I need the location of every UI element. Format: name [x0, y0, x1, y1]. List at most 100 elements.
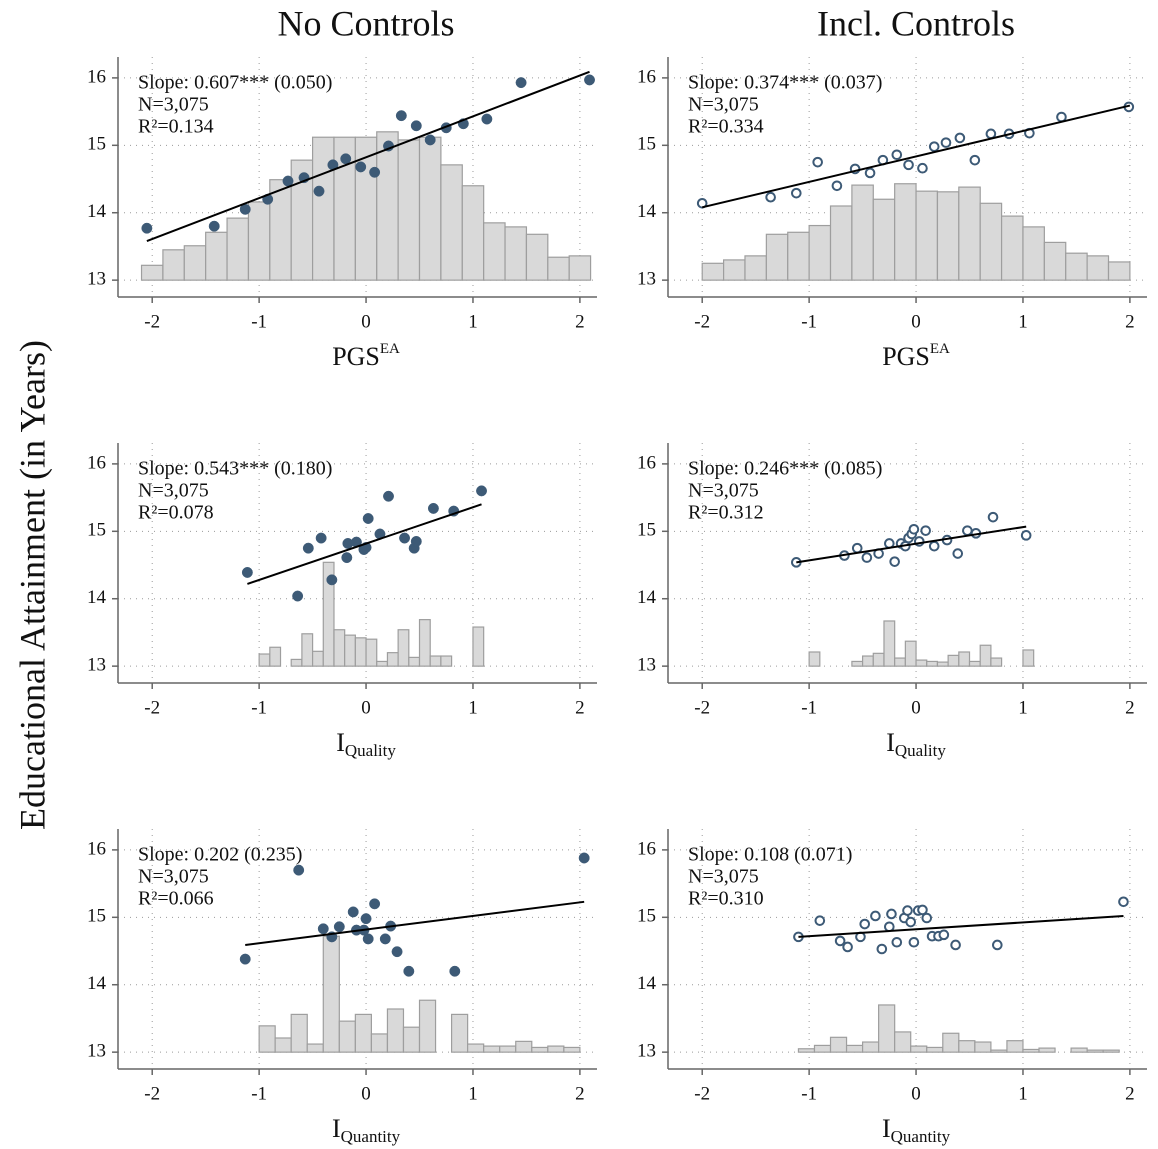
point: [395, 110, 407, 122]
histogram-bar: [306, 1043, 324, 1053]
point: [938, 929, 950, 941]
x-tick-label: 1: [1018, 697, 1028, 718]
point: [905, 916, 917, 928]
y-tick-label: 13: [637, 269, 656, 290]
histogram-bar: [397, 629, 410, 667]
x-axis-label-sup: EA: [380, 341, 400, 357]
histogram-bar: [290, 658, 303, 667]
point: [908, 523, 920, 535]
point: [791, 187, 802, 199]
y-tick-label: 14: [637, 201, 657, 222]
y-tick-label: 16: [637, 838, 656, 859]
point: [399, 532, 410, 544]
fit-line: [796, 525, 1027, 564]
y-tick-label: 15: [87, 906, 106, 927]
histogram-bar: [205, 231, 228, 281]
x-tick-label: 2: [575, 1083, 585, 1104]
point: [903, 159, 914, 171]
x-tick-label: -1: [801, 1083, 817, 1104]
histogram-bar: [1107, 261, 1131, 281]
point: [355, 161, 367, 173]
histogram-bar: [1086, 1049, 1104, 1053]
x-tick-label: 0: [361, 697, 371, 718]
point: [952, 548, 964, 559]
histogram-bar: [904, 640, 917, 667]
y-tick-label: 16: [87, 66, 106, 87]
point: [340, 153, 352, 165]
x-tick-label: -2: [144, 1083, 160, 1104]
histogram-bar: [1022, 649, 1035, 667]
point: [481, 113, 493, 125]
histogram-bar: [274, 1037, 292, 1053]
histogram-bar: [1000, 215, 1024, 281]
histogram-bar: [894, 1031, 912, 1053]
histogram-bar: [861, 1041, 880, 1053]
point: [141, 222, 153, 234]
point: [851, 542, 863, 554]
y-tick-label: 13: [87, 1041, 106, 1062]
point: [921, 912, 933, 924]
y-tick-label: 15: [637, 906, 656, 927]
point: [842, 941, 853, 953]
x-axis-label-sub: Quality: [345, 741, 396, 760]
point: [861, 552, 873, 563]
histogram-bar: [872, 652, 885, 667]
histogram-bar: [322, 561, 335, 667]
x-tick-label: -1: [251, 311, 267, 332]
point: [889, 556, 900, 567]
histogram-bar: [269, 646, 282, 667]
point: [870, 910, 881, 922]
histogram-bar: [845, 1044, 864, 1053]
histogram-bar: [333, 629, 346, 667]
histogram-bar: [722, 259, 746, 281]
histogram-bar: [311, 136, 335, 281]
point: [449, 965, 461, 977]
histogram-bar: [958, 651, 971, 667]
x-tick-label: -2: [694, 1083, 710, 1104]
histogram-bar: [515, 1040, 533, 1053]
y-tick-label: 15: [637, 520, 656, 541]
column-title: Incl. Controls: [817, 3, 1015, 43]
histogram-bar: [140, 264, 164, 281]
annotation: N=3,075: [688, 480, 759, 502]
annotation: Slope: 0.607*** (0.050): [138, 72, 332, 94]
x-tick-label: -2: [144, 697, 160, 718]
histogram-bar: [878, 1004, 896, 1053]
point: [886, 908, 897, 920]
histogram-bar: [429, 655, 442, 667]
x-tick-label: 1: [468, 311, 478, 332]
fit-line: [798, 914, 1124, 938]
histogram-bar: [525, 233, 549, 281]
point: [584, 74, 595, 86]
histogram-bar: [563, 1046, 581, 1053]
x-axis-label-main: I: [882, 1114, 891, 1143]
y-tick-label: 13: [637, 1041, 656, 1062]
histogram-bar: [926, 660, 939, 667]
histogram-bar: [258, 653, 271, 667]
point: [410, 120, 422, 132]
histogram-bar: [301, 633, 314, 667]
histogram-bar: [338, 1020, 356, 1053]
histogram-bar: [440, 655, 453, 667]
histogram-bar: [829, 1036, 848, 1053]
histogram-bar: [386, 1008, 405, 1053]
y-tick-label: 14: [87, 973, 107, 994]
x-tick-label: 2: [1125, 311, 1135, 332]
histogram-bar: [1022, 1048, 1040, 1053]
histogram-bar: [370, 1033, 389, 1053]
histogram-bar: [1102, 1049, 1120, 1053]
point: [369, 898, 381, 910]
histogram-bar: [947, 654, 960, 667]
point: [424, 134, 436, 146]
point: [315, 532, 327, 544]
point: [876, 943, 888, 955]
point: [326, 574, 338, 586]
annotation: Slope: 0.374*** (0.037): [688, 72, 882, 94]
x-tick-label: 0: [911, 697, 921, 718]
point: [292, 590, 304, 602]
histogram-bar: [472, 626, 485, 667]
histogram-bar: [483, 222, 506, 281]
histogram-bar: [926, 1046, 944, 1053]
histogram-bar: [483, 1045, 501, 1053]
